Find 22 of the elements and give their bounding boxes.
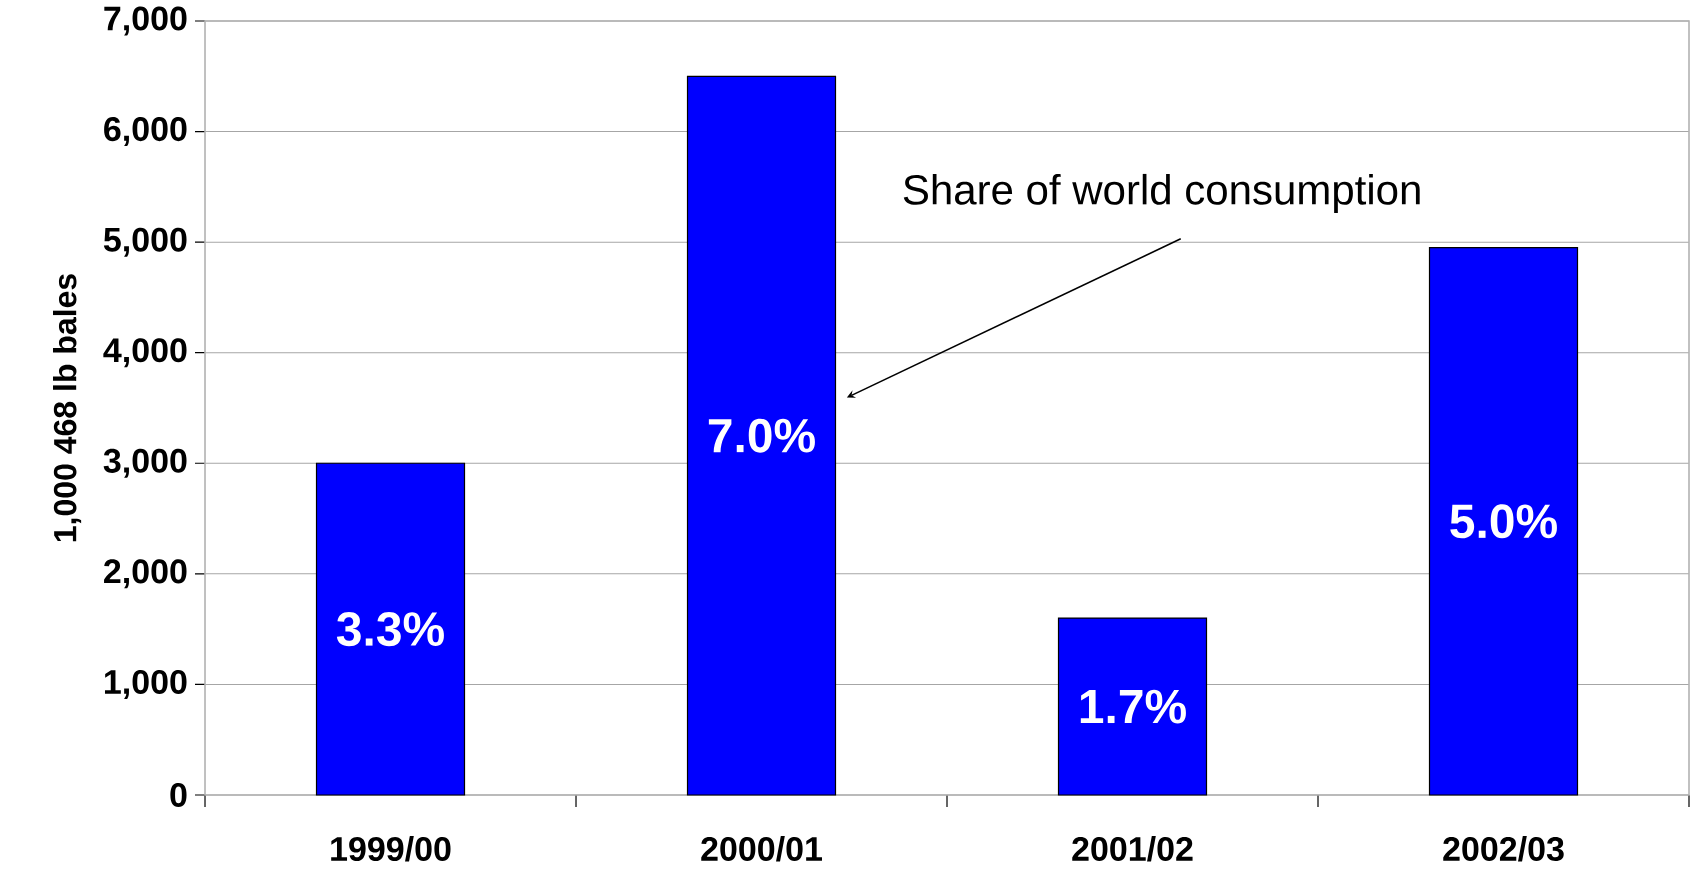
y-tick-label: 6,000	[104, 117, 187, 147]
bar	[1428, 247, 1579, 796]
y-tick-label: 0	[170, 782, 187, 808]
y-tick-label: 7,000	[104, 6, 187, 36]
annotation: 1.7%	[1080, 689, 1186, 724]
y-tick-label: 3,000	[103, 448, 187, 478]
annotation: Share of world consumption	[903, 173, 1420, 214]
bar	[686, 75, 837, 796]
y-tick-label: 4,000	[103, 338, 187, 368]
bar	[315, 462, 466, 796]
y-tick-label: 5,000	[103, 227, 187, 257]
x-tick-label: 1999/00	[331, 836, 451, 862]
y-tick-label: 2,000	[104, 559, 187, 589]
x-tick-label: 2000/01	[701, 836, 822, 862]
x-tick-label: 2002/03	[1443, 836, 1564, 862]
annotation: 3.3%	[336, 612, 444, 647]
y-axis-title: 1,000 468 lb bales	[52, 274, 82, 542]
y-tick-label: 1,000	[104, 669, 187, 699]
annotation: 7.0%	[708, 418, 815, 453]
annotation: 5.0%	[1450, 504, 1557, 539]
x-tick-label: 2001/02	[1072, 836, 1193, 862]
bar	[1057, 617, 1208, 796]
